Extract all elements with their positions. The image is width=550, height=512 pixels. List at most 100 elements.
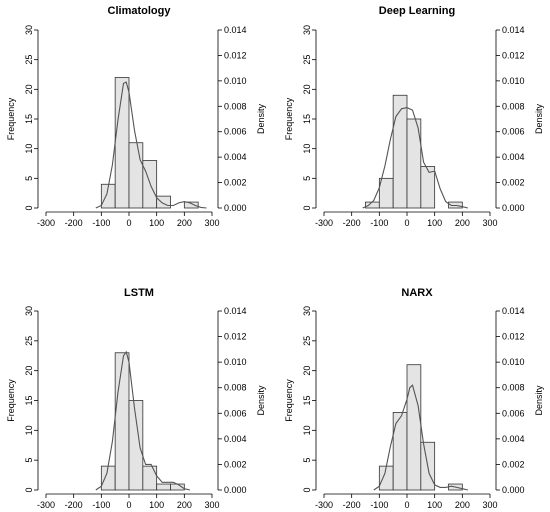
- density-tick-label: 0.014: [224, 25, 247, 35]
- density-tick-label: 0.002: [224, 178, 247, 188]
- density-tick-label: 0.012: [502, 332, 525, 342]
- y-tick-label: 15: [302, 114, 312, 124]
- x-tick-label: 300: [482, 500, 497, 510]
- x-tick-label: -100: [370, 218, 388, 228]
- y-tick-label: 20: [24, 84, 34, 94]
- histogram-bar: [406, 118, 422, 209]
- x-tick-label: -300: [37, 218, 55, 228]
- chart-panel: LSTM -300 -200 -100 0 100 200 300 0 5 10 15 20 25 30 Fr…: [6, 287, 266, 510]
- histogram-bar: [392, 94, 408, 209]
- density-curve: [95, 81, 207, 209]
- x-tick-label: -200: [343, 500, 361, 510]
- density-tick-label: 0.010: [224, 76, 247, 86]
- x-tick-label: -300: [315, 218, 333, 228]
- y-tick-label: 25: [24, 55, 34, 65]
- density-axis-label: Density: [534, 103, 544, 134]
- chart-title: NARX: [401, 287, 433, 299]
- density-tick-label: 0.014: [224, 306, 247, 316]
- x-tick-label: 200: [455, 218, 470, 228]
- x-tick-label: 300: [482, 218, 497, 228]
- y-tick-label: 15: [302, 395, 312, 405]
- y-tick-label: 30: [302, 306, 312, 316]
- x-tick-label: -200: [65, 500, 83, 510]
- density-tick-label: 0.006: [224, 408, 247, 418]
- density-tick-label: 0.010: [502, 357, 525, 367]
- x-tick-label: 100: [149, 218, 164, 228]
- y-tick-label: 25: [302, 55, 312, 65]
- chart-title: LSTM: [124, 287, 154, 299]
- histogram-bar: [114, 352, 130, 491]
- chart-panel: NARX -300 -200 -100 0 100 200 300 0 5 10 15 20 25 30 Fr…: [284, 287, 544, 510]
- y-tick-label: 10: [24, 425, 34, 435]
- density-tick-label: 0.010: [224, 357, 247, 367]
- x-tick-label: -100: [92, 218, 110, 228]
- density-tick-label: 0.004: [224, 434, 247, 444]
- density-tick-label: 0.002: [502, 459, 525, 469]
- chart-title: Deep Learning: [379, 5, 455, 17]
- y-tick-label: 20: [302, 366, 312, 376]
- histogram-bar: [156, 483, 171, 491]
- density-axis-label: Density: [534, 385, 544, 416]
- density-tick-label: 0.010: [502, 76, 525, 86]
- y-tick-label: 20: [302, 84, 312, 94]
- y-tick-label: 25: [24, 336, 34, 346]
- density-tick-label: 0.000: [502, 485, 525, 495]
- x-tick-label: 300: [204, 218, 219, 228]
- x-tick-label: 0: [404, 500, 409, 510]
- histogram-bar: [183, 201, 199, 209]
- y-tick-label: 30: [24, 25, 34, 35]
- density-curve: [373, 384, 469, 491]
- y-axis-label: Frequency: [284, 379, 294, 422]
- density-tick-label: 0.014: [502, 306, 525, 316]
- histogram-bar: [378, 177, 394, 209]
- y-axis-label: Frequency: [284, 97, 294, 140]
- histogram-bar: [142, 465, 158, 491]
- y-tick-label: 10: [24, 144, 34, 154]
- y-tick-label: 30: [24, 306, 34, 316]
- x-tick-label: 0: [126, 500, 131, 510]
- chart-panel: Deep Learning -300 -200 -100 0 100 200 300 0 5 10 1…: [284, 5, 544, 228]
- x-tick-label: -300: [315, 500, 333, 510]
- chart-panel: Climatology -300 -200 -100 0 100 200 300 0 5 10 15 2…: [6, 5, 266, 228]
- x-tick-label: -200: [343, 218, 361, 228]
- y-tick-label: 30: [302, 25, 312, 35]
- y-tick-label: 10: [302, 144, 312, 154]
- density-tick-label: 0.000: [224, 485, 247, 495]
- x-tick-label: -100: [370, 500, 388, 510]
- density-tick-label: 0.004: [224, 152, 247, 162]
- density-tick-label: 0.008: [502, 101, 525, 111]
- density-tick-label: 0.002: [224, 459, 247, 469]
- x-tick-label: 200: [455, 500, 470, 510]
- y-tick-label: 0: [24, 487, 34, 492]
- y-tick-label: 0: [24, 205, 34, 210]
- y-tick-label: 0: [302, 205, 312, 210]
- histogram-bar: [420, 166, 436, 209]
- density-tick-label: 0.000: [224, 203, 247, 213]
- density-tick-label: 0.008: [224, 101, 247, 111]
- density-tick-label: 0.012: [502, 50, 525, 60]
- x-tick-label: -100: [92, 500, 110, 510]
- y-tick-label: 10: [302, 425, 312, 435]
- y-tick-label: 5: [302, 176, 312, 181]
- y-tick-label: 20: [24, 366, 34, 376]
- density-tick-label: 0.012: [224, 50, 247, 60]
- y-tick-label: 5: [302, 458, 312, 463]
- y-tick-label: 5: [24, 176, 34, 181]
- density-tick-label: 0.012: [224, 332, 247, 342]
- density-tick-label: 0.004: [502, 434, 525, 444]
- x-tick-label: 300: [204, 500, 219, 510]
- x-tick-label: 200: [177, 218, 192, 228]
- density-tick-label: 0.006: [502, 127, 525, 137]
- density-curve: [362, 107, 469, 209]
- y-tick-label: 5: [24, 458, 34, 463]
- density-axis-label: Density: [256, 385, 266, 416]
- x-tick-label: 100: [427, 218, 442, 228]
- density-axis-label: Density: [256, 103, 266, 134]
- x-tick-label: -200: [65, 218, 83, 228]
- x-tick-label: 100: [427, 500, 442, 510]
- density-tick-label: 0.004: [502, 152, 525, 162]
- density-tick-label: 0.006: [224, 127, 247, 137]
- x-tick-label: 0: [126, 218, 131, 228]
- x-tick-label: 200: [177, 500, 192, 510]
- histogram-bar: [156, 195, 171, 209]
